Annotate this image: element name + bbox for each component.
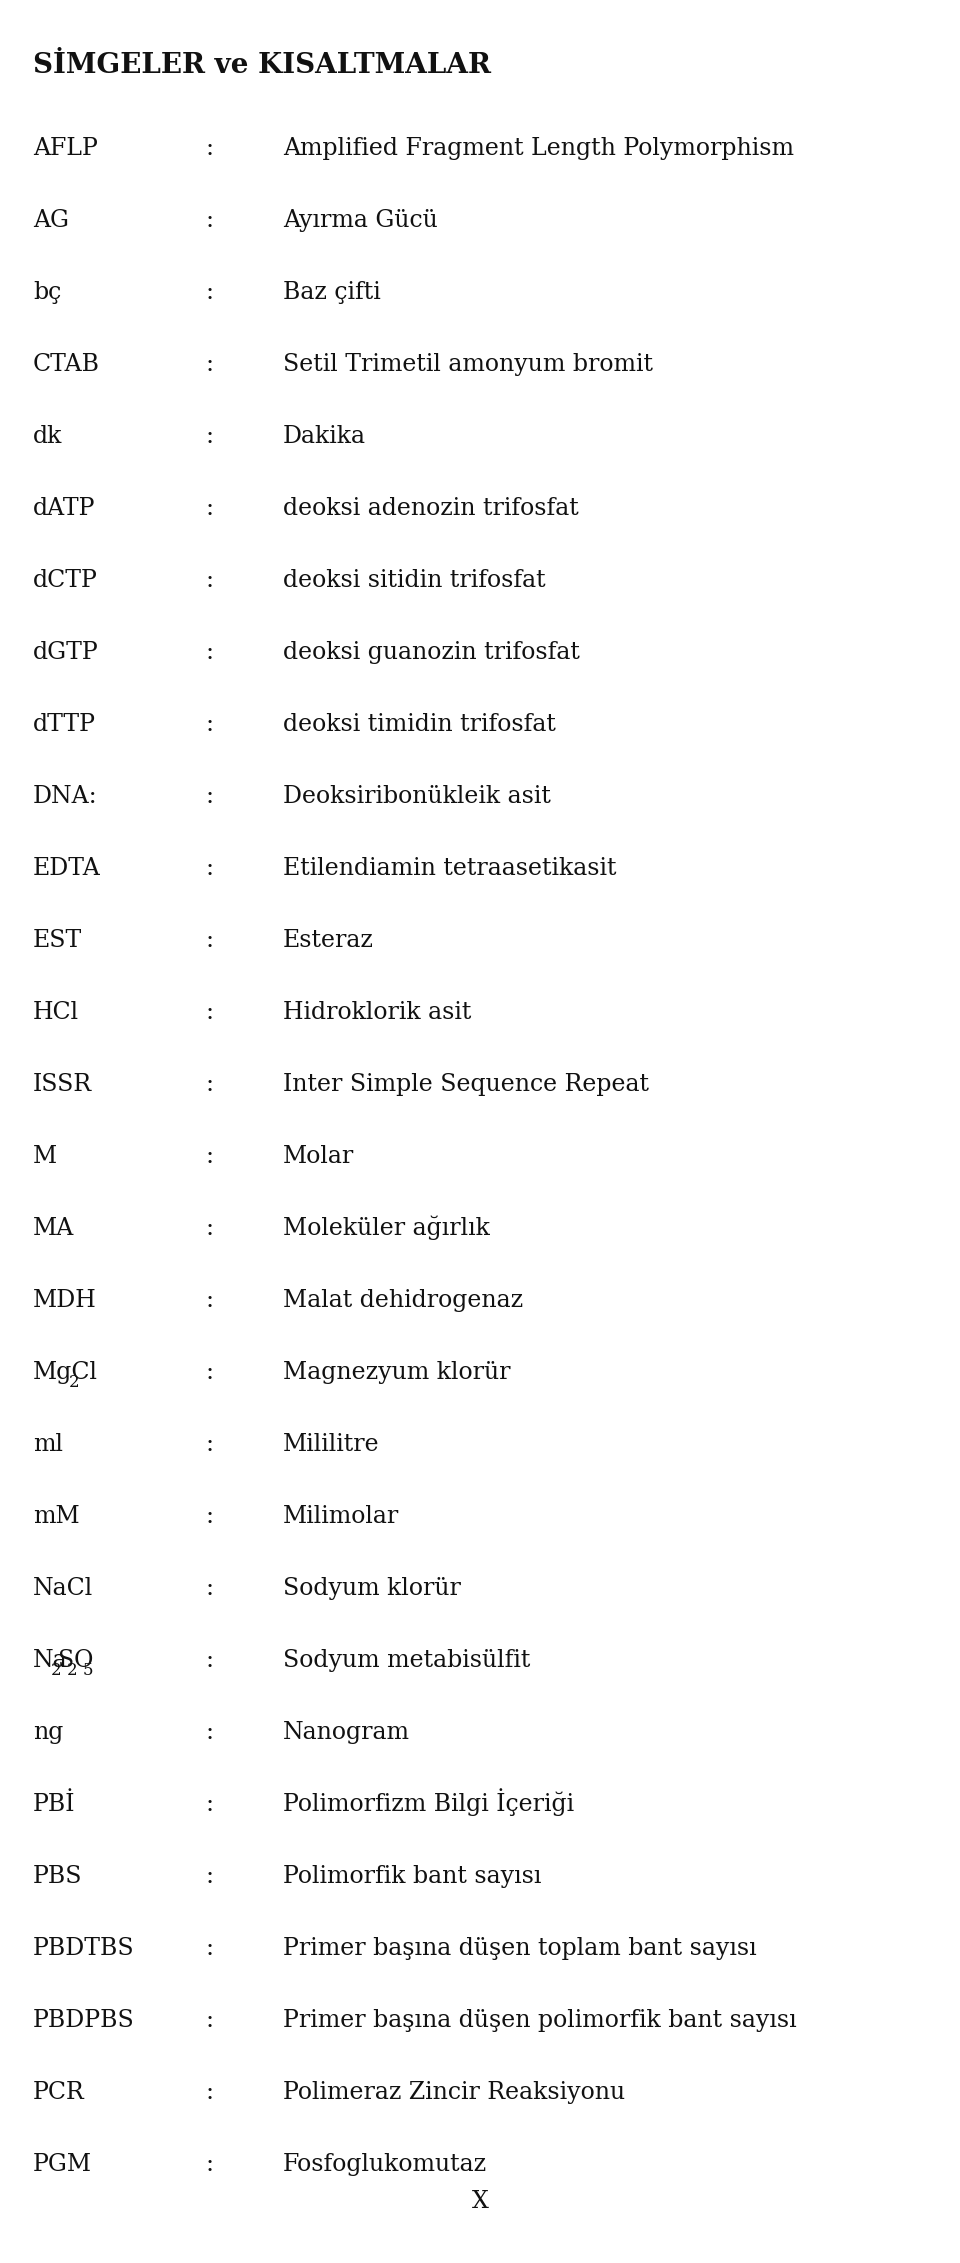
Text: EDTA: EDTA (33, 858, 101, 880)
Text: :: : (205, 2152, 213, 2177)
Text: :: : (205, 1937, 213, 1960)
Text: :: : (205, 568, 213, 593)
Text: mM: mM (33, 1505, 80, 1528)
Text: PBİ: PBİ (33, 1792, 76, 1815)
Text: O: O (74, 1650, 93, 1672)
Text: 2: 2 (68, 1374, 79, 1392)
Text: deoksi timidin trifosfat: deoksi timidin trifosfat (283, 713, 556, 735)
Text: :: : (205, 713, 213, 735)
Text: PCR: PCR (33, 2082, 84, 2105)
Text: Inter Simple Sequence Repeat: Inter Simple Sequence Repeat (283, 1073, 649, 1095)
Text: Hidroklorik asit: Hidroklorik asit (283, 1000, 471, 1023)
Text: NaCl: NaCl (33, 1577, 93, 1600)
Text: S: S (58, 1650, 74, 1672)
Text: Mililitre: Mililitre (283, 1432, 379, 1455)
Text: PBDTBS: PBDTBS (33, 1937, 134, 1960)
Text: Magnezyum klorür: Magnezyum klorür (283, 1360, 511, 1385)
Text: CTAB: CTAB (33, 353, 100, 376)
Text: :: : (205, 208, 213, 233)
Text: X: X (471, 2191, 489, 2213)
Text: :: : (205, 1360, 213, 1385)
Text: ml: ml (33, 1432, 63, 1455)
Text: :: : (205, 1290, 213, 1313)
Text: PGM: PGM (33, 2152, 92, 2177)
Text: Polimeraz Zincir Reaksiyonu: Polimeraz Zincir Reaksiyonu (283, 2082, 625, 2105)
Text: :: : (205, 1145, 213, 1168)
Text: Milimolar: Milimolar (283, 1505, 399, 1528)
Text: 2: 2 (51, 1661, 61, 1679)
Text: Sodyum klorür: Sodyum klorür (283, 1577, 461, 1600)
Text: Molar: Molar (283, 1145, 354, 1168)
Text: DNA:: DNA: (33, 785, 98, 808)
Text: Setil Trimetil amonyum bromit: Setil Trimetil amonyum bromit (283, 353, 653, 376)
Text: Polimorfik bant sayısı: Polimorfik bant sayısı (283, 1865, 541, 1887)
Text: ng: ng (33, 1720, 63, 1745)
Text: PBS: PBS (33, 1865, 83, 1887)
Text: Etilendiamin tetraasetikasit: Etilendiamin tetraasetikasit (283, 858, 616, 880)
Text: :: : (205, 1000, 213, 1023)
Text: :: : (205, 1577, 213, 1600)
Text: Polimorfizm Bilgi İçeriği: Polimorfizm Bilgi İçeriği (283, 1788, 574, 1815)
Text: dCTP: dCTP (33, 568, 98, 593)
Text: :: : (205, 425, 213, 448)
Text: Ayırma Gücü: Ayırma Gücü (283, 208, 438, 233)
Text: :: : (205, 1865, 213, 1887)
Text: Baz çifti: Baz çifti (283, 281, 381, 303)
Text: Fosfoglukomutaz: Fosfoglukomutaz (283, 2152, 487, 2177)
Text: Esteraz: Esteraz (283, 930, 373, 953)
Text: :: : (205, 353, 213, 376)
Text: ISSR: ISSR (33, 1073, 92, 1095)
Text: :: : (205, 2010, 213, 2032)
Text: :: : (205, 498, 213, 520)
Text: Amplified Fragment Length Polymorphism: Amplified Fragment Length Polymorphism (283, 138, 794, 161)
Text: MgCl: MgCl (33, 1360, 98, 1385)
Text: PBDPBS: PBDPBS (33, 2010, 134, 2032)
Text: Moleküler ağırlık: Moleküler ağırlık (283, 1215, 490, 1240)
Text: dGTP: dGTP (33, 640, 99, 663)
Text: dATP: dATP (33, 498, 95, 520)
Text: :: : (205, 930, 213, 953)
Text: Deoksiribonükleik asit: Deoksiribonükleik asit (283, 785, 551, 808)
Text: :: : (205, 1073, 213, 1095)
Text: :: : (205, 138, 213, 161)
Text: M: M (33, 1145, 58, 1168)
Text: bç: bç (33, 281, 61, 303)
Text: Sodyum metabisülfit: Sodyum metabisülfit (283, 1650, 530, 1672)
Text: 2: 2 (66, 1661, 78, 1679)
Text: :: : (205, 858, 213, 880)
Text: deoksi guanozin trifosfat: deoksi guanozin trifosfat (283, 640, 580, 663)
Text: :: : (205, 1217, 213, 1240)
Text: :: : (205, 1720, 213, 1745)
Text: Dakika: Dakika (283, 425, 366, 448)
Text: deoksi sitidin trifosfat: deoksi sitidin trifosfat (283, 568, 545, 593)
Text: :: : (205, 2082, 213, 2105)
Text: Na: Na (33, 1650, 67, 1672)
Text: HCl: HCl (33, 1000, 79, 1023)
Text: MA: MA (33, 1217, 74, 1240)
Text: Primer başına düşen toplam bant sayısı: Primer başına düşen toplam bant sayısı (283, 1937, 756, 1960)
Text: :: : (205, 1792, 213, 1815)
Text: SİMGELER ve KISALTMALAR: SİMGELER ve KISALTMALAR (33, 52, 491, 79)
Text: EST: EST (33, 930, 83, 953)
Text: AFLP: AFLP (33, 138, 98, 161)
Text: Nanogram: Nanogram (283, 1720, 410, 1745)
Text: :: : (205, 281, 213, 303)
Text: :: : (205, 640, 213, 663)
Text: :: : (205, 785, 213, 808)
Text: MDH: MDH (33, 1290, 97, 1313)
Text: dTTP: dTTP (33, 713, 96, 735)
Text: dk: dk (33, 425, 62, 448)
Text: :: : (205, 1432, 213, 1455)
Text: Malat dehidrogenaz: Malat dehidrogenaz (283, 1290, 523, 1313)
Text: deoksi adenozin trifosfat: deoksi adenozin trifosfat (283, 498, 579, 520)
Text: :: : (205, 1505, 213, 1528)
Text: Primer başına düşen polimorfik bant sayısı: Primer başına düşen polimorfik bant sayı… (283, 2010, 797, 2032)
Text: 5: 5 (83, 1661, 93, 1679)
Text: :: : (205, 1650, 213, 1672)
Text: AG: AG (33, 208, 69, 233)
